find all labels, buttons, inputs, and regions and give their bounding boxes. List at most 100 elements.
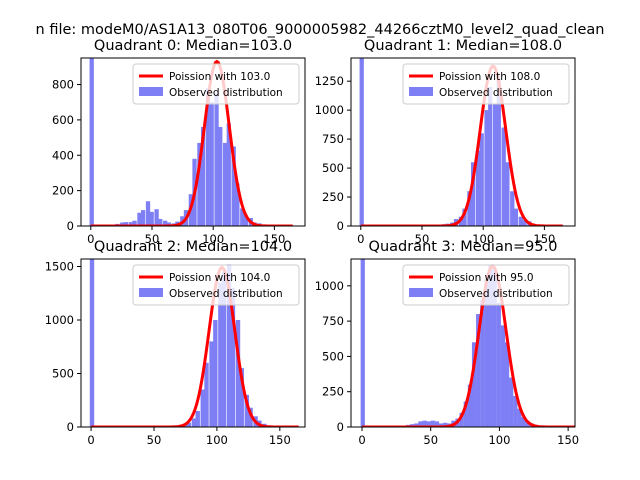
quadrant-0-x-tick-label: 50 xyxy=(145,232,160,246)
quadrant-0-hist-bar xyxy=(137,212,142,226)
quadrant-2-x-tick-label: 150 xyxy=(269,433,291,447)
quadrant-0-y-tick-label: 0 xyxy=(67,219,74,233)
quadrant-2-hist-bar xyxy=(204,362,209,427)
quadrant-3-hist-bar xyxy=(476,314,481,427)
quadrant-0-hist-bar xyxy=(214,93,219,226)
quadrant-2-hist-bar xyxy=(226,264,232,427)
quadrant-1-y-tick-label: 1250 xyxy=(315,74,344,88)
quadrant-1-hist-bar xyxy=(510,191,515,226)
quadrant-3-hist-bar xyxy=(459,412,464,427)
quadrant-1-hist-bar xyxy=(501,127,506,226)
quadrant-2-hist-bar xyxy=(209,341,214,427)
quadrant-3-hist-bar xyxy=(443,422,448,427)
quadrant-0-hist-bar xyxy=(205,88,211,226)
quadrant-3-hist-bar xyxy=(426,421,431,427)
quadrant-1-hist-bar xyxy=(518,216,523,226)
quadrant-2-plot-area xyxy=(89,259,302,427)
quadrant-1-hist-bar xyxy=(522,220,527,226)
quadrant-0-hist-bar xyxy=(243,215,249,226)
quadrant-2-hist-bar xyxy=(200,389,205,427)
quadrant-0-hist-bar xyxy=(128,222,134,226)
quadrant-1-hist-bar xyxy=(484,110,489,226)
quadrant-2-hist-bar xyxy=(195,410,200,427)
quadrant-1-y-tick-label: 250 xyxy=(322,190,344,204)
quadrant-1-hist-bar xyxy=(462,208,467,226)
quadrant-0-y-tick-label: 400 xyxy=(52,148,74,162)
quadrant-3-x-tick-label: 50 xyxy=(423,433,438,447)
quadrant-1-legend-hist-label: Observed distribution xyxy=(439,87,553,99)
quadrant-2-title: Quadrant 2: Median=104.0 xyxy=(94,239,292,255)
quadrant-0-hist-bar xyxy=(218,126,223,226)
quadrant-1-hist-bar xyxy=(492,104,498,226)
quadrant-1-legend: Poission with 108.0 Observed distribution xyxy=(402,63,570,105)
quadrant-1-title: Quadrant 1: Median=108.0 xyxy=(364,38,562,54)
quadrant-1-legend-fit-label: Poission with 108.0 xyxy=(439,71,540,83)
quadrant-3-hist-bar xyxy=(492,268,497,427)
quadrant-3-hist-bar xyxy=(504,342,510,427)
quadrant-2-panel: Quadrant 2: Median=104.0 0 50 100 150050010… xyxy=(45,239,306,447)
quadrant-2-hist-bar xyxy=(244,394,249,427)
quadrant-2-hist-bar xyxy=(89,259,95,427)
quadrant-2-x-tick-label: 100 xyxy=(206,433,228,447)
quadrant-1-poisson-curve xyxy=(360,64,563,226)
quadrant-1-legend-box xyxy=(402,63,570,105)
quadrant-0-hist-bar xyxy=(209,102,214,226)
quadrant-3-hist-bar xyxy=(509,377,514,427)
quadrant-2-hist-bar xyxy=(213,319,218,427)
quadrant-0-x-tick-label: 100 xyxy=(202,232,224,246)
quadrant-1-y-tick-label: 1000 xyxy=(315,103,344,117)
quadrant-1-hist-bar xyxy=(475,150,481,226)
quadrant-3-hist-bar xyxy=(521,417,526,427)
quadrant-3-y-tick-label: 750 xyxy=(322,314,344,328)
quadrant-3-hist-bar xyxy=(525,421,530,427)
quadrant-2-y-tick-label: 0 xyxy=(67,420,74,434)
quadrant-2-hist-bar xyxy=(239,368,244,427)
quadrant-3-legend-hist-swatch xyxy=(409,288,433,297)
quadrant-3-hist-bar xyxy=(500,325,506,427)
quadrant-0-y-tick-label: 800 xyxy=(52,78,74,92)
quadrant-3-y-tick-label: 250 xyxy=(322,385,344,399)
quadrant-1-x-tick-label: 100 xyxy=(472,232,494,246)
quadrant-1-axes-frame xyxy=(350,57,576,227)
quadrant-1-x-tick-label: 150 xyxy=(533,232,555,246)
quadrant-2-poisson-curve xyxy=(91,265,299,427)
quadrant-0-hist-bar xyxy=(149,211,154,226)
quadrant-2-legend-box xyxy=(132,264,300,306)
quadrant-1-hist-bar xyxy=(479,133,484,226)
quadrant-0-hist-bar xyxy=(145,201,151,226)
quadrant-0-legend-hist-swatch xyxy=(139,87,163,96)
quadrant-2-axes-frame xyxy=(80,258,306,428)
quadrant-3-legend-hist-label: Observed distribution xyxy=(439,288,553,300)
quadrant-3-hist-bar xyxy=(430,420,435,427)
quadrant-1-hist-bar xyxy=(496,78,501,226)
quadrant-1-hist-bar xyxy=(470,162,476,226)
quadrant-0-panel: Quadrant 0: Median=103.0 0 50 100 150 0 200 40… xyxy=(52,38,306,246)
quadrant-2-hist-bar xyxy=(235,319,241,427)
quadrant-3-hist-bar xyxy=(467,384,473,427)
quadrant-0-hist-bar xyxy=(154,209,159,226)
quadrant-0-hist-bar xyxy=(166,222,171,226)
quadrant-0-title: Quadrant 0: Median=103.0 xyxy=(94,38,292,54)
quadrant-3-legend: Poission with 95.0 Observed distribution xyxy=(402,264,570,306)
quadrant-3-y-tick-label: 500 xyxy=(322,349,344,363)
quadrant-3-hist-bar xyxy=(513,395,518,427)
quadrant-3-hist-bar xyxy=(414,423,419,427)
quadrant-0-y-tick-label: 600 xyxy=(52,113,74,127)
quadrant-1-hist-bar xyxy=(513,208,519,226)
quadrant-0-hist-bar xyxy=(163,220,168,226)
quadrant-2-x-tick-label: 50 xyxy=(147,433,162,447)
quadrant-2-y-tick-label: 500 xyxy=(52,366,74,380)
quadrant-0-hist-bar xyxy=(140,210,146,226)
quadrant-2-legend-hist-swatch xyxy=(139,288,163,297)
quadrant-0-hist-bar xyxy=(123,222,129,226)
quadrant-3-title: Quadrant 3: Median=95.0 xyxy=(369,239,558,255)
quadrant-3-hist-bar xyxy=(496,302,501,427)
quadrant-1-hist-bar xyxy=(505,162,510,226)
quadrant-2-hist-bar xyxy=(230,287,236,427)
quadrant-2-hist-bar xyxy=(191,418,197,427)
quadrant-3-legend-box xyxy=(402,264,570,306)
quadrant-1-x-tick-label: 50 xyxy=(415,232,430,246)
quadrant-0-hist-bar xyxy=(132,220,137,226)
quadrant-0-hist-bar xyxy=(226,123,231,226)
